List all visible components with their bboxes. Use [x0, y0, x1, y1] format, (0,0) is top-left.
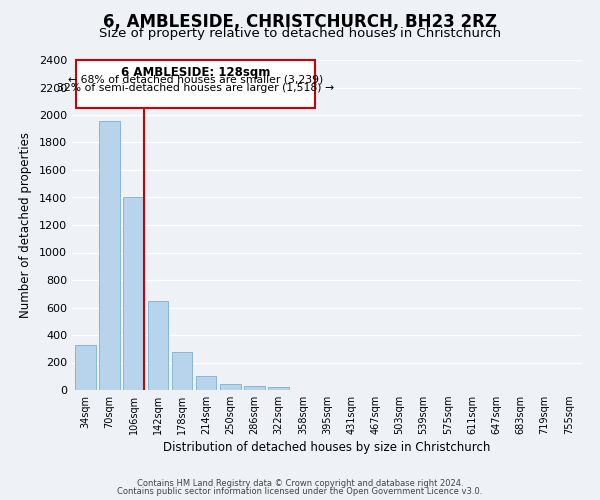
Text: 6 AMBLESIDE: 128sqm: 6 AMBLESIDE: 128sqm [121, 66, 270, 79]
Bar [244, 386, 265, 390]
Bar [220, 384, 241, 390]
Text: Contains public sector information licensed under the Open Government Licence v3: Contains public sector information licen… [118, 487, 482, 496]
Text: Contains HM Land Registry data © Crown copyright and database right 2024.: Contains HM Land Registry data © Crown c… [137, 478, 463, 488]
X-axis label: Distribution of detached houses by size in Christchurch: Distribution of detached houses by size … [163, 442, 491, 454]
Text: 32% of semi-detached houses are larger (1,518) →: 32% of semi-detached houses are larger (… [57, 84, 334, 94]
Bar [76, 60, 315, 108]
Bar [196, 376, 217, 390]
Text: Size of property relative to detached houses in Christchurch: Size of property relative to detached ho… [99, 28, 501, 40]
Bar [172, 352, 192, 390]
Y-axis label: Number of detached properties: Number of detached properties [19, 132, 32, 318]
Text: ← 68% of detached houses are smaller (3,239): ← 68% of detached houses are smaller (3,… [68, 74, 323, 85]
Text: 6, AMBLESIDE, CHRISTCHURCH, BH23 2RZ: 6, AMBLESIDE, CHRISTCHURCH, BH23 2RZ [103, 12, 497, 30]
Bar [148, 302, 168, 390]
Bar [75, 346, 95, 390]
Bar [268, 387, 289, 390]
Bar [124, 198, 144, 390]
Bar [99, 120, 120, 390]
